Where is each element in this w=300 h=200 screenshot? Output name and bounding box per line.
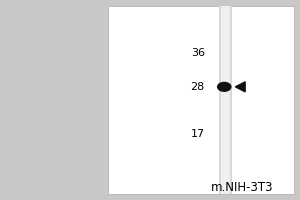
FancyBboxPatch shape bbox=[219, 6, 232, 194]
Text: 17: 17 bbox=[190, 129, 205, 139]
Text: 28: 28 bbox=[190, 82, 205, 92]
Text: 36: 36 bbox=[191, 48, 205, 58]
FancyBboxPatch shape bbox=[108, 6, 294, 194]
FancyBboxPatch shape bbox=[220, 6, 230, 194]
Circle shape bbox=[218, 82, 231, 91]
Text: m.NIH-3T3: m.NIH-3T3 bbox=[211, 181, 273, 194]
Polygon shape bbox=[236, 82, 245, 92]
